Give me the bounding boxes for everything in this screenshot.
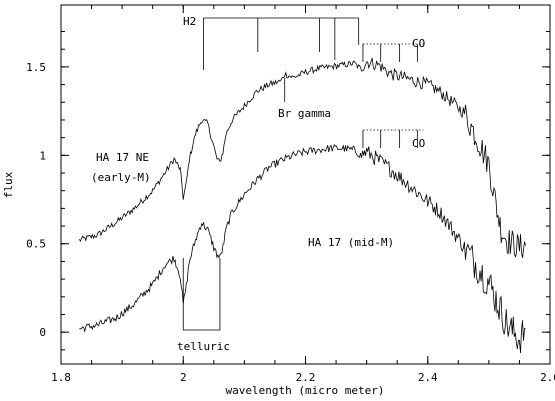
- series-label-upper-line2: (early-M): [91, 171, 151, 184]
- x-tick-label: 2.4: [418, 371, 438, 384]
- spectrum-ha17: [79, 144, 526, 354]
- br-gamma-label: Br gamma: [278, 107, 331, 120]
- x-tick-label: 2.2: [296, 371, 316, 384]
- spectra: [78, 57, 526, 354]
- x-axis-ticks: 1.8 2 2.2 2.4 2.6: [51, 5, 555, 384]
- x-axis-label: wavelength (micro meter): [226, 384, 385, 397]
- series-label-lower: HA 17 (mid-M): [308, 236, 394, 249]
- co-label-lower: CO: [412, 137, 425, 150]
- plot-frame: [60, 4, 551, 365]
- spectrum-ha17-ne: [78, 57, 526, 258]
- y-tick-label: 0.5: [26, 238, 46, 251]
- telluric-bracket: [182, 258, 221, 331]
- y-tick-label: 1: [39, 149, 46, 162]
- x-tick-label: 1.8: [51, 371, 71, 384]
- y-tick-label: 0: [39, 326, 46, 339]
- telluric-label: telluric: [177, 340, 230, 353]
- series-label-upper-line1: HA 17 NE: [96, 151, 149, 164]
- y-axis-label: flux: [2, 171, 15, 198]
- co-label-upper: CO: [412, 37, 425, 50]
- x-tick-label: 2.6: [540, 371, 555, 384]
- h2-label: H2: [183, 15, 196, 28]
- y-axis-ticks: 0 0.5 1 1.5: [26, 31, 550, 351]
- y-tick-label: 1.5: [26, 61, 46, 74]
- x-tick-label: 2: [180, 371, 187, 384]
- line-identifications: [182, 17, 424, 331]
